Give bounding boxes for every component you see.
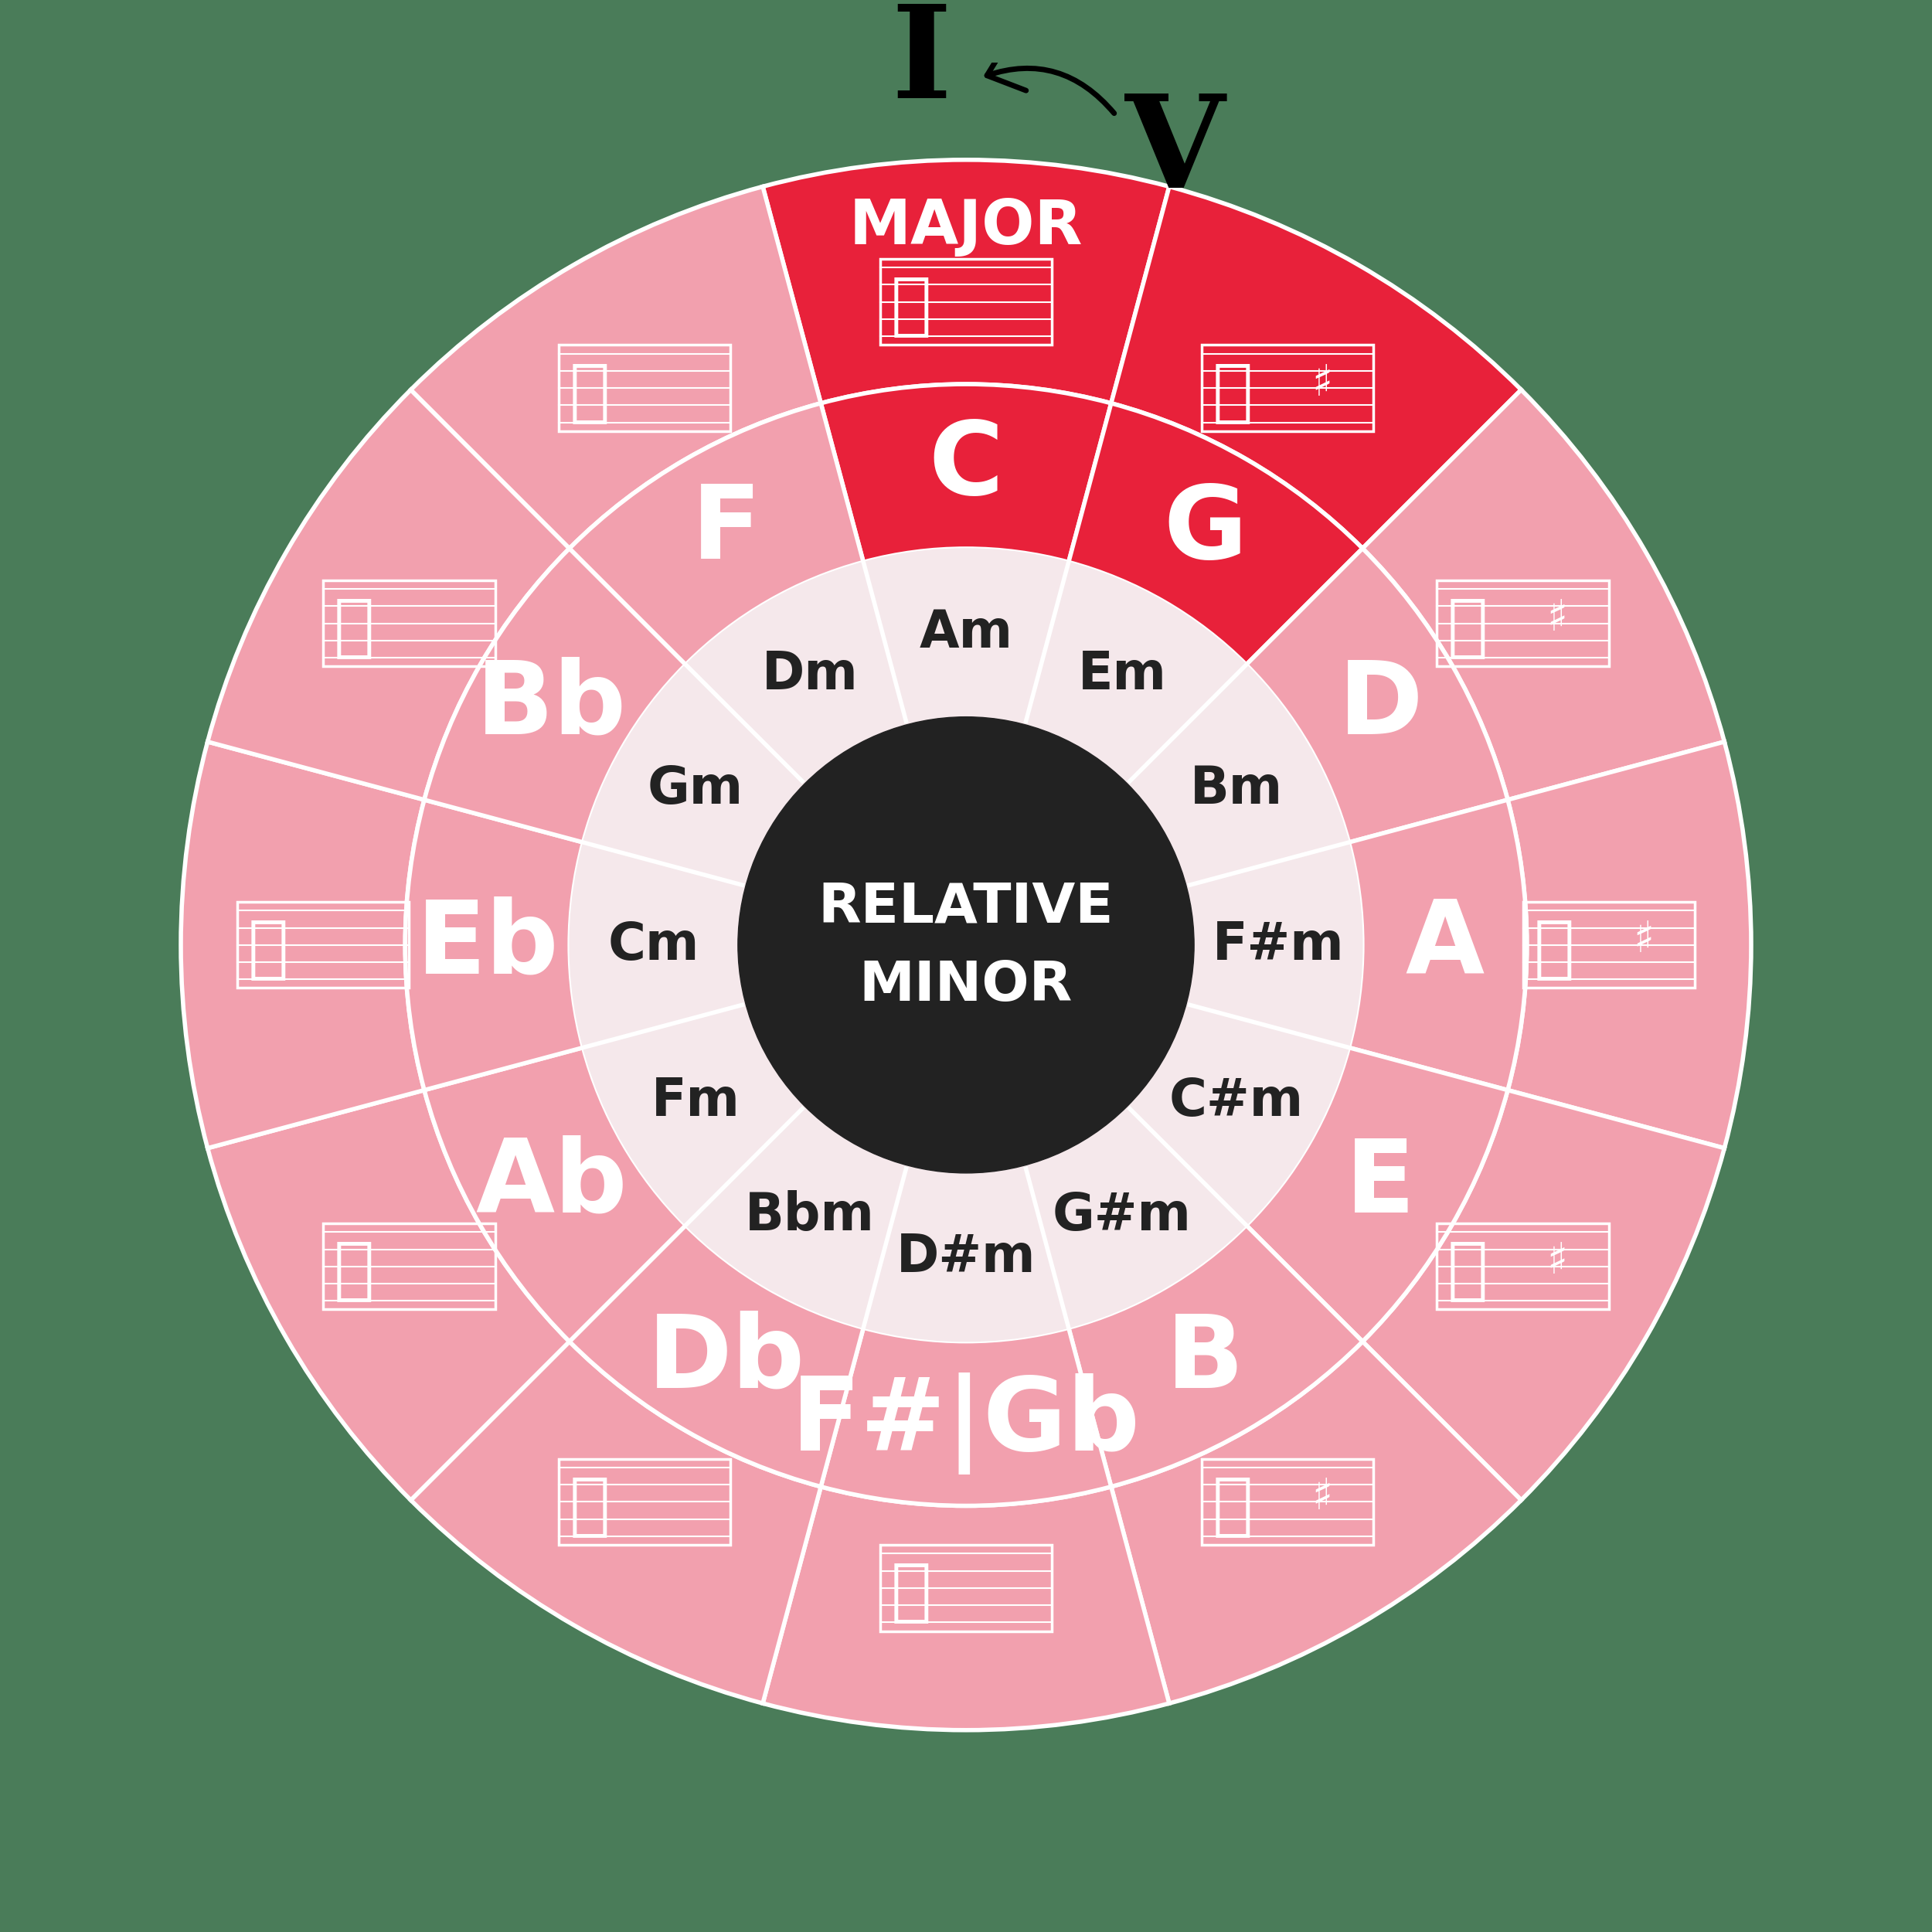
Text: 𝄞: 𝄞 bbox=[1211, 359, 1252, 425]
Bar bbox=[1202, 1459, 1374, 1546]
Wedge shape bbox=[1507, 742, 1750, 1148]
Wedge shape bbox=[821, 1327, 1111, 1505]
Bar bbox=[323, 1223, 495, 1310]
FancyArrowPatch shape bbox=[987, 41, 1115, 114]
Bar bbox=[323, 580, 495, 667]
Wedge shape bbox=[763, 1486, 1169, 1729]
Text: ♯: ♯ bbox=[1312, 1476, 1333, 1519]
Text: 𝄞: 𝄞 bbox=[1447, 595, 1488, 661]
Text: D#m: D#m bbox=[896, 1231, 1036, 1283]
Text: C#m: C#m bbox=[1169, 1076, 1304, 1126]
Text: Bbm: Bbm bbox=[746, 1190, 875, 1240]
Wedge shape bbox=[182, 742, 425, 1148]
Text: Em: Em bbox=[1078, 649, 1167, 699]
Text: Fm: Fm bbox=[651, 1076, 740, 1126]
Bar bbox=[1437, 580, 1609, 667]
Text: ♯: ♯ bbox=[1633, 920, 1654, 962]
Text: Cm: Cm bbox=[609, 920, 699, 970]
Text: 𝄞: 𝄞 bbox=[891, 274, 931, 338]
Wedge shape bbox=[425, 1047, 686, 1341]
Wedge shape bbox=[207, 390, 570, 800]
Text: ♯: ♯ bbox=[1548, 599, 1567, 639]
Text: G: G bbox=[1163, 481, 1248, 580]
Text: ♯: ♯ bbox=[1548, 1242, 1567, 1283]
Text: Am: Am bbox=[920, 607, 1012, 659]
Text: MINOR: MINOR bbox=[860, 960, 1072, 1012]
Wedge shape bbox=[1111, 1341, 1520, 1704]
Wedge shape bbox=[412, 187, 821, 549]
Wedge shape bbox=[425, 549, 686, 842]
Text: C: C bbox=[929, 417, 1003, 516]
Text: F#m: F#m bbox=[1211, 920, 1345, 970]
Wedge shape bbox=[570, 404, 864, 665]
Bar bbox=[238, 902, 410, 987]
Wedge shape bbox=[1111, 187, 1520, 549]
Wedge shape bbox=[1246, 1047, 1507, 1341]
Text: 𝄞: 𝄞 bbox=[1447, 1238, 1488, 1304]
Text: Dm: Dm bbox=[761, 649, 858, 699]
Text: Db: Db bbox=[647, 1310, 806, 1408]
Bar bbox=[1522, 902, 1694, 987]
Wedge shape bbox=[406, 800, 583, 1090]
Wedge shape bbox=[1349, 800, 1526, 1090]
Bar bbox=[879, 1546, 1053, 1631]
Circle shape bbox=[570, 549, 1362, 1341]
Bar bbox=[879, 259, 1053, 346]
Text: A: A bbox=[1405, 896, 1484, 995]
Text: 𝄞: 𝄞 bbox=[891, 1559, 931, 1625]
Circle shape bbox=[738, 717, 1194, 1173]
Bar bbox=[558, 346, 730, 431]
Wedge shape bbox=[821, 384, 1111, 562]
Wedge shape bbox=[1068, 404, 1362, 665]
Text: 𝄞: 𝄞 bbox=[247, 918, 288, 981]
Wedge shape bbox=[412, 1341, 821, 1704]
Text: B: B bbox=[1167, 1310, 1244, 1408]
Text: Ab: Ab bbox=[475, 1136, 628, 1233]
Text: I: I bbox=[891, 0, 951, 126]
Text: E: E bbox=[1345, 1136, 1416, 1233]
Text: F#|Gb: F#|Gb bbox=[792, 1372, 1140, 1474]
Text: MAJOR: MAJOR bbox=[850, 197, 1082, 257]
Text: Bb: Bb bbox=[475, 657, 628, 755]
Text: 𝄞: 𝄞 bbox=[570, 359, 611, 425]
Text: V: V bbox=[1126, 89, 1225, 214]
Bar bbox=[558, 1459, 730, 1546]
Bar bbox=[1202, 346, 1374, 431]
Text: F: F bbox=[692, 481, 761, 580]
Text: 𝄞: 𝄞 bbox=[570, 1474, 611, 1538]
Wedge shape bbox=[763, 160, 1169, 404]
Text: 𝄞: 𝄞 bbox=[334, 595, 375, 661]
Wedge shape bbox=[1362, 1090, 1725, 1499]
Text: Eb: Eb bbox=[415, 896, 558, 995]
Bar bbox=[1437, 1223, 1609, 1310]
Wedge shape bbox=[570, 1225, 864, 1486]
Text: G#m: G#m bbox=[1053, 1190, 1192, 1240]
Wedge shape bbox=[1068, 1225, 1362, 1486]
Text: RELATIVE: RELATIVE bbox=[817, 881, 1115, 935]
Text: 𝄞: 𝄞 bbox=[1211, 1474, 1252, 1538]
Wedge shape bbox=[1246, 549, 1507, 842]
Wedge shape bbox=[207, 1090, 570, 1499]
Text: 𝄞: 𝄞 bbox=[334, 1238, 375, 1304]
Text: ♯: ♯ bbox=[1312, 363, 1333, 404]
Text: D: D bbox=[1339, 657, 1422, 755]
Wedge shape bbox=[1362, 390, 1725, 800]
Text: Bm: Bm bbox=[1190, 763, 1283, 815]
Text: Gm: Gm bbox=[647, 763, 744, 815]
Text: 𝄞: 𝄞 bbox=[1534, 918, 1575, 981]
